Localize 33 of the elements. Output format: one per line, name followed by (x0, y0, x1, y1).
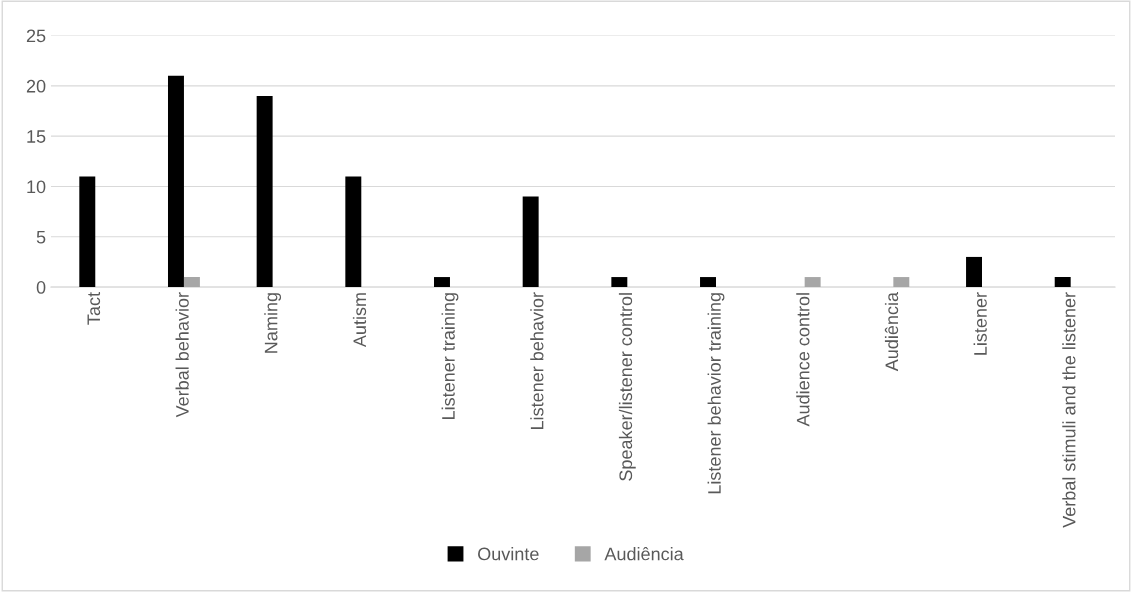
x-tick-label: Tact (87, 292, 101, 325)
bar (611, 277, 628, 288)
x-tick-label: Audience control (796, 293, 810, 427)
y-tick-label: 10 (27, 180, 46, 194)
y-tick-label: 5 (36, 230, 46, 244)
bar (966, 256, 983, 288)
bar (893, 277, 910, 288)
x-tick-label: Naming (264, 293, 282, 353)
x-tick-label: Verbal stimuli and the listener (1062, 292, 1076, 528)
bar (345, 176, 362, 288)
x-tick-label: Audiência (884, 291, 899, 372)
y-tick-label: 0 (36, 281, 46, 294)
legend-label: Audiência (604, 547, 684, 561)
bar (522, 196, 539, 288)
x-tick-label: Listener (973, 292, 987, 355)
bar (1054, 277, 1071, 288)
x-tick-label: Verbal behavior (175, 292, 189, 418)
bar (183, 277, 200, 288)
y-tick-label: 15 (27, 130, 46, 143)
x-tick-label: Autism (352, 293, 367, 348)
x-tick-label: Listener training (441, 293, 459, 419)
bar (700, 277, 716, 288)
bar (434, 277, 450, 288)
x-tick-label: Speaker/listener control (618, 293, 636, 481)
bar (167, 75, 184, 288)
y-tick-label: 25 (26, 29, 46, 43)
bar (804, 277, 821, 288)
legend-label: Ouvinte (478, 547, 539, 561)
bar (79, 176, 96, 288)
bar (256, 95, 273, 288)
x-tick-label: Listener behavior (530, 292, 544, 429)
x-tick-label: Listener behavior training (707, 293, 725, 494)
y-tick-label: 20 (26, 79, 46, 93)
